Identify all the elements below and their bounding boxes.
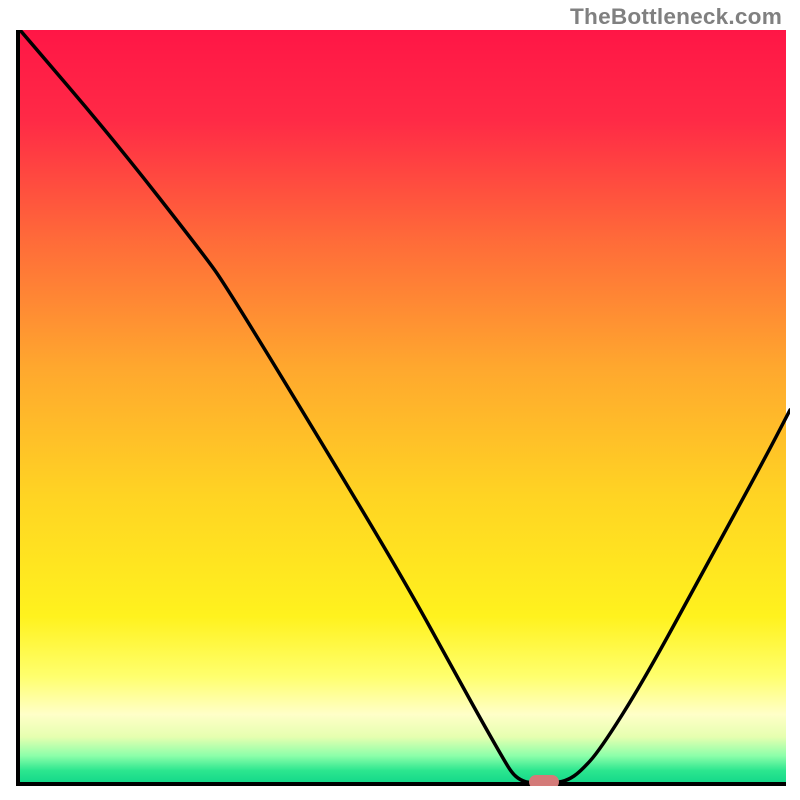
bottleneck-curve	[20, 30, 790, 783]
plot-area	[16, 30, 786, 786]
chart-container: TheBottleneck.com	[0, 0, 800, 800]
curve-layer	[20, 30, 790, 786]
valley-marker	[529, 775, 559, 786]
watermark-text: TheBottleneck.com	[570, 4, 782, 30]
